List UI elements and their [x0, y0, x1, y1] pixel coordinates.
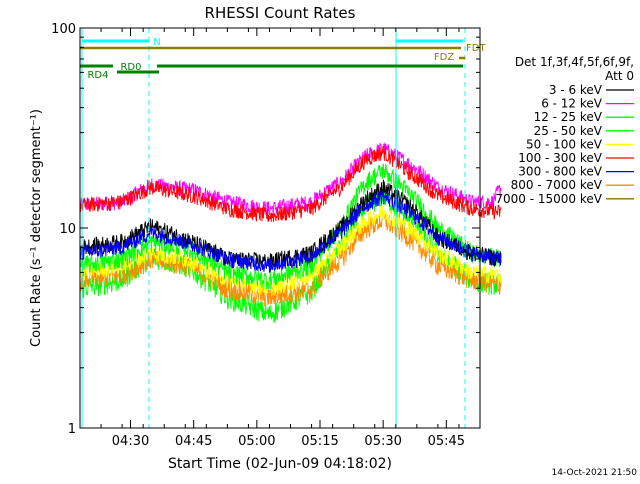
timestamp: 14-Oct-2021 21:50: [552, 468, 638, 478]
legend-header-line-1: Det 1f,3f,4f,5f,6f,9f,: [515, 55, 634, 69]
legend-label-5: 100 - 300 keV: [518, 151, 602, 165]
series-line-6: [79, 189, 502, 273]
chart-title: RHESSI Count Rates: [205, 4, 356, 22]
y-axis-label: Count Rate (s⁻¹ detector segment⁻¹): [29, 109, 44, 347]
y-tick-label-0: 1: [68, 422, 76, 437]
legend-label-4: 50 - 100 keV: [526, 137, 603, 151]
x-tick-label-2: 05:00: [238, 434, 275, 449]
series-line-2: [79, 163, 502, 290]
x-tick-label-3: 05:15: [301, 434, 338, 449]
series-line-5: [79, 145, 502, 222]
legend-label-7: 800 - 7000 keV: [511, 178, 603, 192]
x-tick-label-5: 05:45: [428, 434, 465, 449]
series-line-4: [79, 205, 502, 297]
series-layer: [79, 142, 502, 323]
x-tick-label-1: 04:45: [175, 434, 212, 449]
y-tick-label-2: 100: [51, 22, 76, 37]
x-axis-label: Start Time (02-Jun-09 04:18:02): [168, 456, 392, 472]
annotation-rd0: RD0: [120, 62, 141, 73]
annotation-n: N: [153, 37, 160, 48]
annotation-rd4: RD4: [87, 70, 108, 81]
x-tick-label-4: 05:30: [364, 434, 401, 449]
overlay-layer: N RD0 RD4 FDZ FDT: [80, 28, 486, 428]
y-tick-label-1: 10: [59, 222, 76, 237]
legend-header-line-2: Att 0: [605, 69, 634, 83]
tick-layer: 1 10 100 04:30 04:45 05:00 05:15 05:30 05:45: [51, 22, 480, 449]
annotation-fdz: FDZ: [434, 52, 454, 63]
legend-label-2: 12 - 25 keV: [534, 110, 603, 124]
legend-label-8: 7000 - 15000 keV: [495, 192, 602, 206]
annotation-fdt: FDT: [466, 43, 486, 54]
legend-label-6: 300 - 800 keV: [518, 165, 602, 179]
legend-label-1: 6 - 12 keV: [541, 97, 603, 111]
legend-label-3: 25 - 50 keV: [534, 124, 603, 138]
legend-label-0: 3 - 6 keV: [549, 83, 603, 97]
x-tick-label-0: 04:30: [112, 434, 149, 449]
series-line-7: [79, 210, 502, 307]
